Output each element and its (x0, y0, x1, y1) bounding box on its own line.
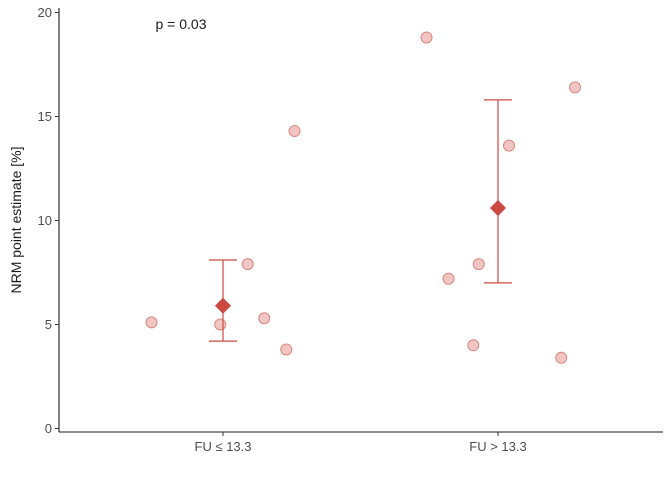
p-value-annotation: p = 0.03 (156, 16, 207, 32)
data-point (288, 125, 301, 138)
data-point (442, 272, 455, 285)
y-tick-label: 20 (38, 5, 52, 20)
data-point (503, 139, 515, 152)
data-point (241, 258, 254, 271)
data-point (214, 318, 227, 331)
mean-diamond (489, 199, 507, 217)
y-tick-label: 0 (45, 421, 52, 436)
tick-group: 0 5 10 15 20 FU ≤ 13.3 FU > 13.3 (38, 5, 527, 454)
mean-diamond (214, 297, 232, 314)
data-point (569, 81, 581, 94)
data-point (420, 31, 433, 44)
axes (58, 8, 663, 433)
y-tick-label: 5 (45, 317, 52, 332)
points-group (145, 31, 581, 364)
summary-group (209, 99, 512, 342)
data-point (280, 343, 293, 356)
x-tick-label: FU ≤ 13.3 (195, 439, 252, 454)
data-point (258, 312, 271, 325)
data-point (472, 258, 485, 271)
y-tick-label: 10 (38, 213, 52, 228)
y-axis-title: NRM point estimate [%] (8, 146, 24, 293)
data-point (467, 339, 480, 352)
data-point (145, 316, 158, 329)
y-tick-label: 15 (38, 109, 52, 124)
x-tick-label: FU > 13.3 (469, 439, 526, 454)
data-point (555, 351, 568, 364)
